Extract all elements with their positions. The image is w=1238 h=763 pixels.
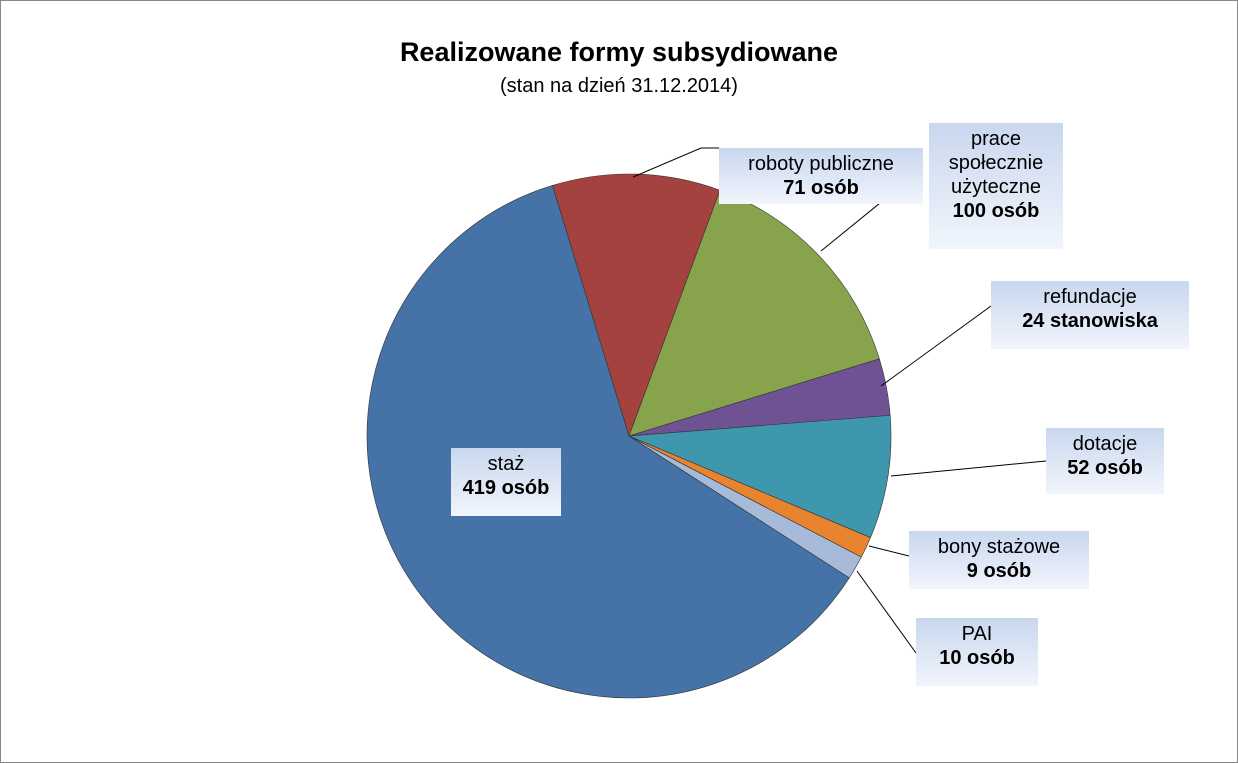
leader-line: [890, 460, 1047, 477]
label-value: 71 osób: [783, 177, 859, 199]
label-category: refundacje: [1043, 286, 1137, 308]
label-category: dotacje: [1072, 433, 1138, 455]
pie-slice: [366, 185, 850, 699]
label-value: 419 osób: [462, 477, 550, 499]
data-label: PAI 10 osób: [916, 618, 1038, 686]
leader-line: [868, 545, 910, 557]
chart-title: Realizowane formy subsydiowane: [399, 37, 839, 67]
label-value: 52 osób: [1067, 457, 1143, 479]
data-label: refundacje 24 stanowiska: [991, 281, 1189, 349]
leader-line: [856, 570, 917, 654]
data-label: prace społecznie użyteczne 100 osób: [929, 123, 1063, 249]
leader-line: [632, 147, 719, 178]
label-category: prace społecznie użyteczne: [948, 128, 1044, 198]
pie-slice: [628, 415, 892, 538]
label-value: 100 osób: [952, 200, 1040, 222]
data-label: staż 419 osób: [451, 448, 561, 516]
leader-line: [880, 305, 992, 387]
label-category: bony stażowe: [937, 536, 1061, 558]
pie-slice: [552, 173, 721, 437]
label-category: staż: [487, 453, 525, 475]
label-category: roboty publiczne: [748, 153, 894, 175]
label-value: 9 osób: [966, 560, 1032, 582]
label-value: 24 stanowiska: [1022, 310, 1158, 332]
data-label: roboty publiczne 71 osób: [719, 148, 923, 204]
label-value: 10 osób: [939, 647, 1015, 669]
chart-subtitle: (stan na dzień 31.12.2014): [500, 75, 738, 97]
data-label: dotacje 52 osób: [1046, 428, 1164, 494]
data-label: bony stażowe 9 osób: [909, 531, 1089, 589]
label-category: PAI: [961, 623, 993, 645]
